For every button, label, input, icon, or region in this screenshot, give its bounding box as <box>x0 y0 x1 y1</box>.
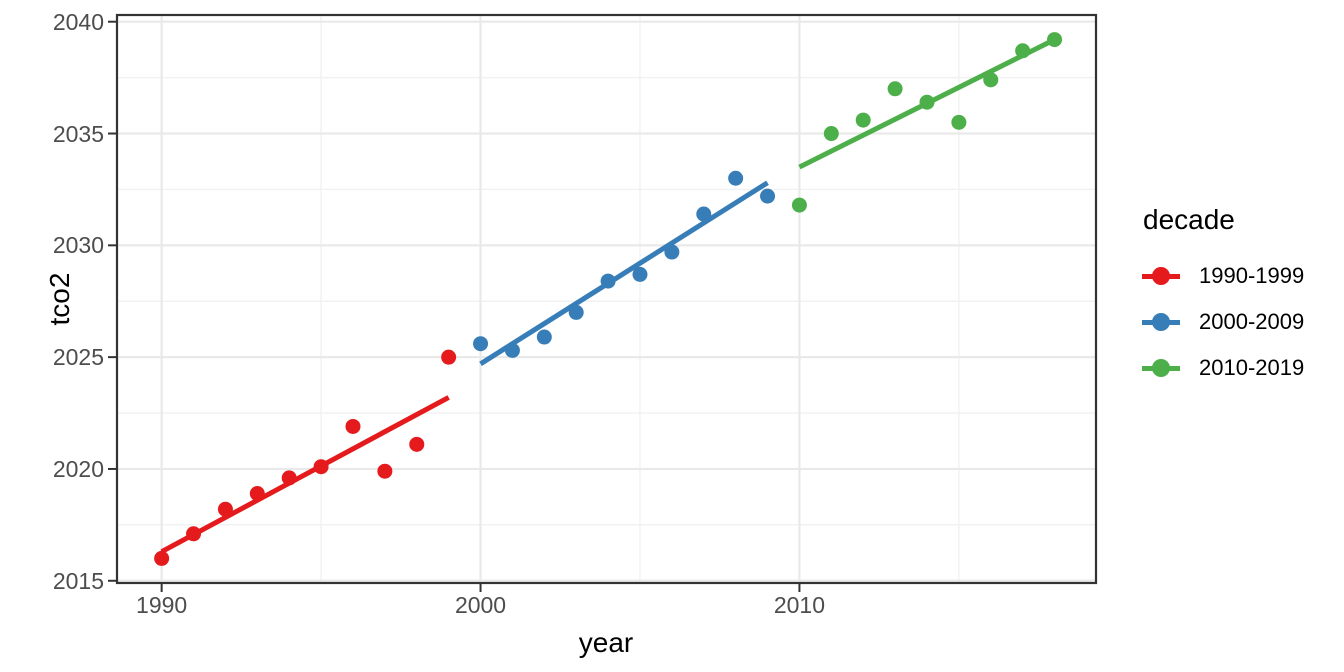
y-tick-label: 2030 <box>52 232 104 259</box>
trend-line <box>479 180 769 366</box>
data-point <box>441 349 457 365</box>
data-point <box>919 94 935 110</box>
legend-title: decade <box>1143 204 1235 235</box>
data-point <box>760 188 776 204</box>
data-point <box>281 470 297 486</box>
data-point <box>409 436 425 452</box>
legend-key-line-dot-icon <box>1141 313 1181 331</box>
x-tick-label: 2000 <box>454 592 507 618</box>
data-point <box>855 112 871 128</box>
data-point <box>217 501 233 517</box>
y-axis-title: tco2 <box>44 272 75 326</box>
data-point <box>600 273 616 289</box>
y-tick-label: 2040 <box>52 8 104 35</box>
data-point <box>823 126 839 142</box>
legend: decade 1990-1999 2000-2009 2010-2019 <box>1141 205 1341 399</box>
data-point <box>249 486 265 502</box>
y-tick-label: 2025 <box>52 344 104 371</box>
y-tick-label: 2020 <box>52 455 104 482</box>
data-point <box>313 459 329 475</box>
legend-entry-label: 1990-1999 <box>1199 263 1305 288</box>
data-point <box>154 550 170 566</box>
legend-entry-label: 2010-2019 <box>1199 355 1305 380</box>
data-point <box>504 342 520 358</box>
y-tick-label: 2015 <box>52 567 104 594</box>
legend-key-line-dot-icon <box>1141 359 1181 377</box>
data-point <box>632 266 648 282</box>
legend-key-dot <box>1152 313 1170 331</box>
data-point <box>1015 43 1031 59</box>
data-point <box>186 526 202 542</box>
data-point <box>696 206 712 222</box>
data-point <box>728 170 744 186</box>
trend-line <box>160 395 450 554</box>
data-point <box>536 329 552 345</box>
data-point <box>983 72 999 88</box>
data-point <box>377 463 393 479</box>
x-tick-label: 1990 <box>136 592 188 618</box>
data-point <box>951 114 967 130</box>
data-point <box>664 244 680 260</box>
data-point <box>473 336 489 352</box>
data-point <box>345 418 361 434</box>
legend-entry-2000-2009: 2000-2009 <box>1141 307 1341 337</box>
data-point <box>887 81 903 97</box>
y-tick-label: 2035 <box>52 120 104 147</box>
legend-key-dot <box>1152 267 1170 285</box>
legend-entry-label: 2000-2009 <box>1199 309 1305 334</box>
x-tick-label: 2010 <box>773 592 825 618</box>
data-point <box>791 197 807 213</box>
legend-entry-1990-1999: 1990-1999 <box>1141 261 1341 291</box>
x-axis-title: year <box>578 627 634 658</box>
data-point <box>1047 32 1063 48</box>
panel-border <box>115 13 1098 585</box>
legend-key-line-dot-icon <box>1141 267 1181 285</box>
legend-entry-2010-2019: 2010-2019 <box>1141 353 1341 383</box>
data-point <box>568 304 584 320</box>
legend-key-dot <box>1152 359 1170 377</box>
